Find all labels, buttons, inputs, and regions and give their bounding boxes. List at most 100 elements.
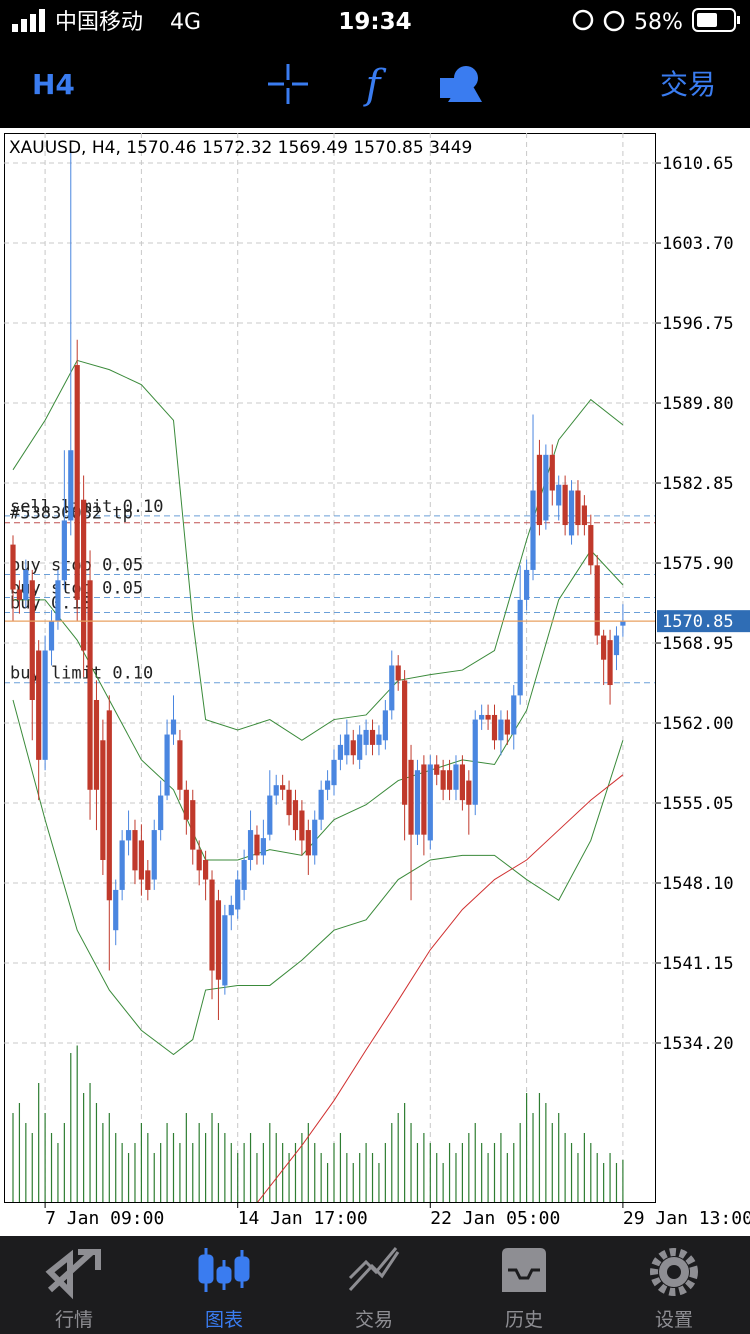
candle-body — [125, 830, 132, 841]
candle-body — [119, 840, 125, 890]
candle-body — [395, 665, 401, 681]
candle-body — [299, 810, 305, 841]
candle-body — [23, 569, 29, 600]
candle-body — [254, 834, 260, 856]
candle-body — [581, 505, 587, 526]
candle-body — [55, 580, 61, 621]
battery-level: 58% — [634, 10, 683, 35]
candle-body — [235, 879, 241, 910]
crosshair-button[interactable] — [268, 64, 308, 104]
y-tick-label: 1610.65 — [662, 154, 734, 174]
y-tick-label: 1603.70 — [662, 234, 734, 254]
candle-body — [344, 734, 350, 756]
tab-history[interactable]: 历史 — [502, 1248, 546, 1331]
candle-body — [16, 589, 23, 600]
candle-body — [113, 889, 119, 931]
x-tick-label: 7 Jan 09:00 — [45, 1208, 164, 1229]
tab-label: 图表 — [205, 1309, 243, 1331]
carrier: 中国移动 — [55, 10, 143, 35]
candle-body — [74, 365, 80, 600]
candle-body — [363, 729, 369, 745]
candle-body — [446, 770, 453, 790]
candle-body — [588, 525, 594, 566]
candle-body — [434, 764, 440, 775]
candle-body — [132, 830, 138, 871]
plot-frame — [4, 133, 656, 1203]
x-tick-label: 29 Jan 13:00 — [623, 1208, 750, 1229]
candle-body — [479, 714, 485, 720]
timeframe-button[interactable]: H4 — [32, 68, 75, 101]
candle-body — [511, 695, 517, 735]
candle-body — [42, 650, 48, 760]
y-tick-label: 1589.80 — [662, 394, 734, 414]
candle-body — [421, 764, 427, 835]
tab-label: 交易 — [355, 1309, 393, 1331]
y-tick-label: 1548.10 — [662, 874, 734, 894]
candle-body — [350, 740, 356, 756]
candle-body — [209, 879, 215, 971]
order-label: sell limit 0.10 — [10, 497, 164, 517]
candle-body — [562, 484, 568, 526]
candle-body — [190, 800, 196, 850]
tab-chart[interactable]: 图表 — [198, 1248, 250, 1331]
candle-body — [376, 734, 382, 745]
candle-body — [164, 734, 170, 796]
candle-body — [247, 830, 254, 860]
objects-button[interactable] — [440, 66, 482, 102]
candle-body — [36, 650, 42, 760]
y-tick-label: 1582.85 — [662, 474, 734, 494]
candle-body — [607, 640, 613, 686]
top-background — [0, 0, 750, 128]
tab-label: 历史 — [505, 1309, 543, 1331]
candle-body — [145, 870, 151, 890]
candle-body — [183, 789, 189, 820]
candle-body — [273, 785, 279, 796]
candle-body — [536, 454, 543, 526]
y-tick-label: 1562.00 — [662, 714, 734, 734]
candle-body — [389, 665, 395, 711]
candle-body — [318, 789, 324, 820]
last-price-label: 1570.85 — [662, 612, 734, 632]
candle-body — [196, 849, 202, 871]
x-tick-label: 14 Jan 17:00 — [238, 1208, 368, 1229]
candle-body — [402, 680, 408, 805]
candle-body — [151, 830, 157, 880]
candle-body — [620, 621, 626, 626]
battery-icon — [692, 8, 740, 32]
network: 4G — [170, 10, 201, 35]
candle-body — [594, 565, 600, 636]
indicator-line — [12, 359, 624, 741]
status-icons — [572, 9, 625, 32]
candle-body — [324, 780, 331, 790]
tab-quotes[interactable]: 行情 — [45, 1249, 101, 1331]
candle-body — [48, 620, 55, 651]
candle-body — [568, 490, 575, 536]
last-price-box — [657, 610, 750, 633]
candle-body — [524, 569, 530, 600]
candle-body — [81, 499, 87, 651]
clock: 19:34 — [338, 9, 411, 35]
candle-body — [491, 714, 498, 741]
tab-settings[interactable]: 设置 — [650, 1248, 698, 1331]
signal-icon — [12, 9, 45, 32]
candle-body — [440, 770, 446, 790]
candle-body — [241, 859, 247, 890]
tab-label: 行情 — [55, 1309, 93, 1331]
candle-body — [543, 454, 549, 521]
candle-body — [504, 719, 510, 735]
candle-body — [29, 580, 35, 700]
candle-body — [138, 840, 144, 880]
candle-body — [305, 830, 311, 856]
candle-body — [466, 780, 472, 805]
y-tick-label: 1596.75 — [662, 314, 734, 334]
candle-body — [106, 710, 112, 901]
tab-bar — [0, 1236, 750, 1334]
tab-label: 设置 — [655, 1309, 693, 1331]
candle-body — [93, 699, 100, 790]
tab-trade[interactable]: 交易 — [348, 1247, 400, 1331]
candle-body — [100, 740, 106, 860]
trade-button[interactable]: 交易 — [660, 68, 716, 101]
candle-body — [280, 785, 286, 790]
candle-body — [158, 795, 164, 831]
